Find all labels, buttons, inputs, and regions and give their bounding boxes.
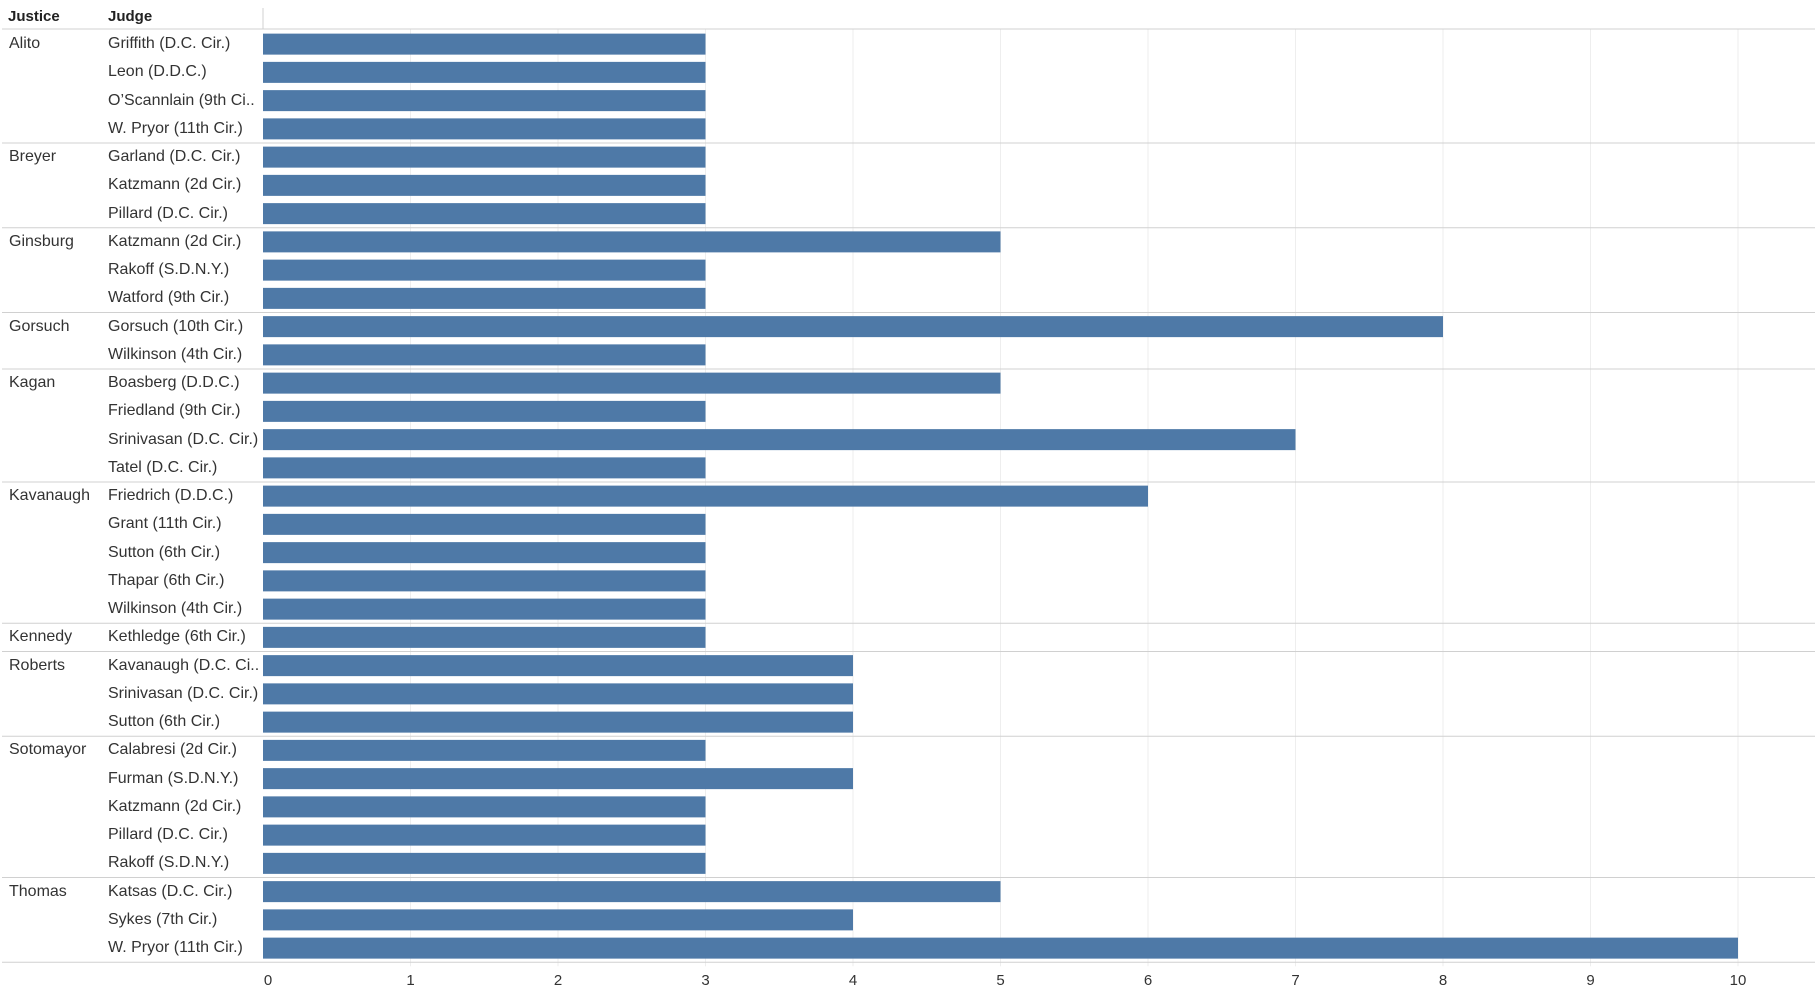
judge-label: Tatel (D.C. Cir.) — [108, 458, 218, 476]
bar — [263, 655, 853, 677]
bar — [263, 457, 706, 479]
x-tick-label: 3 — [701, 972, 709, 989]
judge-label: Calabresi (2d Cir.) — [108, 741, 237, 759]
judge-label: Katzmann (2d Cir.) — [108, 232, 242, 250]
judge-label: Kavanaugh (D.C. Ci.. — [108, 656, 260, 674]
judge-label: Kethledge (6th Cir.) — [108, 628, 246, 646]
judge-label: Rakoff (S.D.N.Y.) — [108, 261, 230, 279]
judge-column-header: Judge — [108, 8, 153, 25]
judge-label: Sutton (6th Cir.) — [108, 713, 221, 731]
bar — [263, 287, 706, 309]
bar — [263, 429, 1296, 451]
bar — [263, 231, 1001, 253]
justice-label: Alito — [9, 35, 41, 53]
judge-label: Friedland (9th Cir.) — [108, 402, 241, 420]
judge-label: Wilkinson (4th Cir.) — [108, 345, 243, 363]
bar — [263, 824, 706, 846]
bar — [263, 852, 706, 874]
judge-label: Furman (S.D.N.Y.) — [108, 769, 239, 787]
justice-label: Sotomayor — [9, 741, 87, 759]
judge-label: Srinivasan (D.C. Cir.) — [108, 430, 259, 448]
justice-label: Kagan — [9, 374, 56, 392]
x-tick-label: 7 — [1291, 972, 1299, 989]
x-tick-label: 9 — [1586, 972, 1594, 989]
judge-label: Friedrich (D.D.C.) — [108, 487, 234, 505]
judge-label: Garland (D.C. Cir.) — [108, 148, 241, 166]
judge-label: Pillard (D.C. Cir.) — [108, 204, 229, 222]
bar — [263, 400, 706, 422]
judge-label: Katzmann (2d Cir.) — [108, 797, 242, 815]
judge-label: Leon (D.D.C.) — [108, 63, 207, 81]
judge-label: O’Scannlain (9th Ci.. — [108, 91, 255, 109]
judge-label: Grant (11th Cir.) — [108, 515, 222, 533]
bar — [263, 146, 706, 168]
bar — [263, 372, 1001, 394]
judge-label: W. Pryor (11th Cir.) — [108, 119, 243, 137]
x-tick-label: 6 — [1144, 972, 1152, 989]
justice-column-header: Justice — [8, 8, 60, 25]
x-tick-label: 4 — [849, 972, 857, 989]
bar — [263, 937, 1738, 959]
bar — [263, 203, 706, 225]
judge-label: Wilkinson (4th Cir.) — [108, 600, 243, 618]
bar — [263, 881, 1001, 903]
judge-label: W. Pryor (11th Cir.) — [108, 939, 243, 957]
judge-label: Katzmann (2d Cir.) — [108, 176, 242, 194]
bar — [263, 90, 706, 112]
bar — [263, 61, 706, 83]
bar — [263, 485, 1148, 507]
bar — [263, 259, 706, 281]
judge-label: Watford (9th Cir.) — [108, 289, 230, 307]
bar — [263, 174, 706, 196]
bar — [263, 598, 706, 620]
bar — [263, 683, 853, 705]
judge-label: Sykes (7th Cir.) — [108, 910, 218, 928]
justice-label: Kavanaugh — [9, 487, 90, 505]
x-tick-label: 5 — [996, 972, 1004, 989]
bar — [263, 711, 853, 733]
judge-label: Sutton (6th Cir.) — [108, 543, 221, 561]
judge-label: Boasberg (D.D.C.) — [108, 374, 240, 392]
justice-label: Breyer — [9, 148, 57, 166]
x-tick-label: 10 — [1730, 972, 1747, 989]
bar — [263, 316, 1443, 338]
judge-label: Katsas (D.C. Cir.) — [108, 882, 233, 900]
bar — [263, 909, 853, 931]
bar — [263, 739, 706, 761]
x-tick-label: 8 — [1439, 972, 1447, 989]
bar — [263, 513, 706, 535]
bar — [263, 626, 706, 648]
bar — [263, 768, 853, 790]
x-tick-label: 1 — [406, 972, 414, 989]
justice-label: Kennedy — [9, 628, 73, 646]
judge-label: Griffith (D.C. Cir.) — [108, 35, 231, 53]
bar — [263, 33, 706, 55]
judge-label: Rakoff (S.D.N.Y.) — [108, 854, 230, 872]
bar — [263, 344, 706, 366]
bar — [263, 542, 706, 564]
justice-label: Gorsuch — [9, 317, 70, 335]
judge-label: Pillard (D.C. Cir.) — [108, 826, 229, 844]
x-tick-label: 0 — [264, 972, 272, 989]
justice-label: Thomas — [9, 882, 67, 900]
judge-label: Thapar (6th Cir.) — [108, 571, 225, 589]
bar — [263, 118, 706, 140]
bar — [263, 570, 706, 592]
bar — [263, 796, 706, 818]
justice-label: Ginsburg — [9, 232, 74, 250]
judge-label: Gorsuch (10th Cir.) — [108, 317, 244, 335]
justice-label: Roberts — [9, 656, 66, 674]
x-tick-label: 2 — [554, 972, 562, 989]
judge-label: Srinivasan (D.C. Cir.) — [108, 684, 259, 702]
